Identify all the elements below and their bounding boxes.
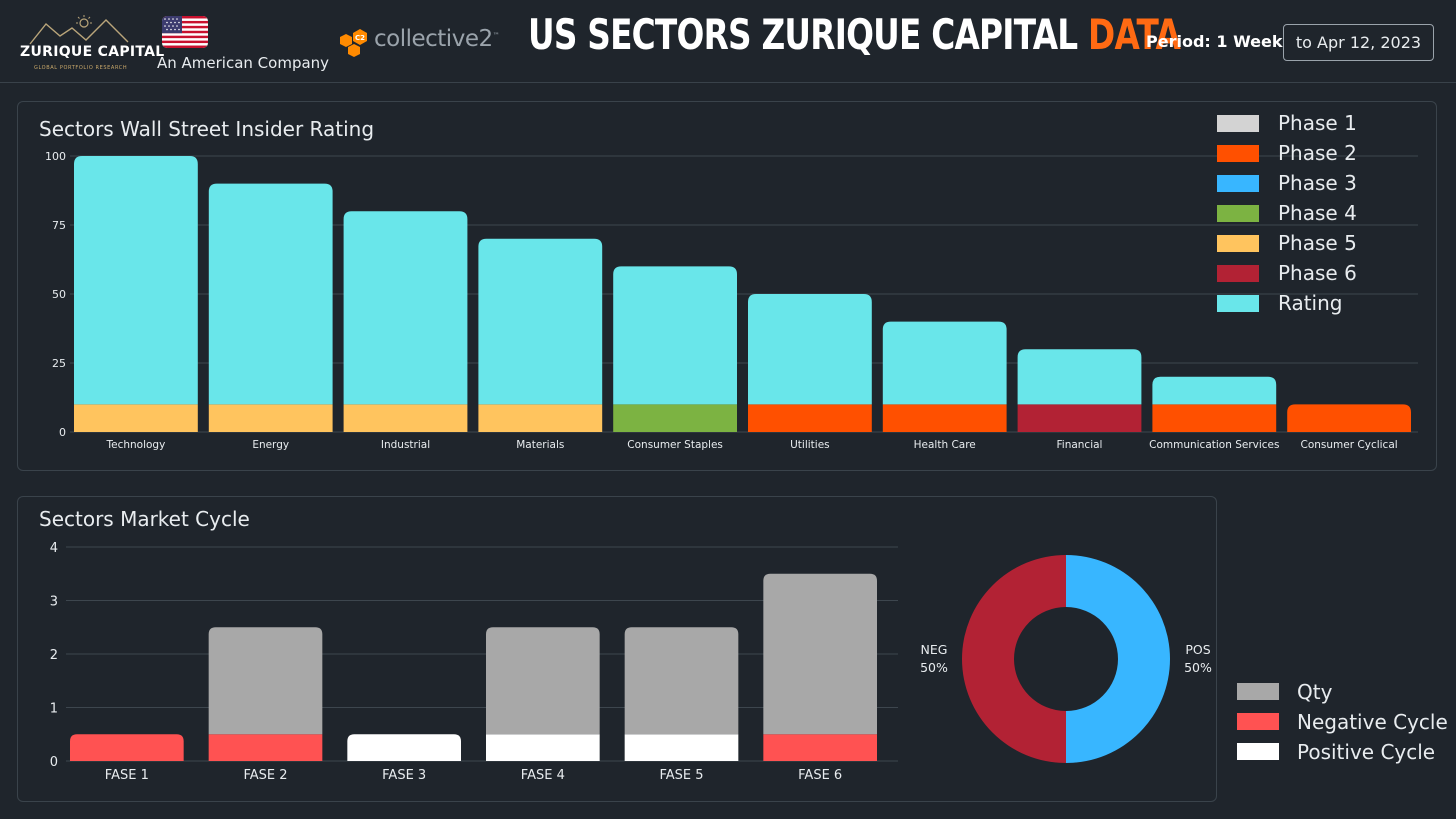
logo-name: ZURIQUE CAPITAL — [20, 44, 165, 60]
market-cycle-panel — [17, 496, 1217, 802]
market-cycle-title: Sectors Market Cycle — [39, 507, 250, 531]
legend-swatch-qty — [1237, 683, 1279, 700]
legend-swatch-negative-cycle — [1237, 713, 1279, 730]
legend-label-negative-cycle: Negative Cycle — [1297, 710, 1448, 734]
logo-tagline: GLOBAL PORTFOLIO RESEARCH — [34, 65, 128, 71]
title-accent: DATA — [1088, 10, 1181, 59]
company-tagline: An American Company — [157, 54, 330, 72]
legend-swatch-positive-cycle — [1237, 743, 1279, 760]
insider-rating-title: Sectors Wall Street Insider Rating — [39, 117, 375, 141]
c2-mark: C2 — [355, 34, 365, 42]
partner-tm: ™ — [492, 31, 500, 40]
legend-label-qty: Qty — [1297, 680, 1333, 704]
title-main: US SECTORS ZURIQUE CAPITAL — [528, 10, 1078, 59]
us-flag-icon — [162, 16, 208, 48]
zurique-capital-logo: ZURIQUE CAPITAL GLOBAL PORTFOLIO RESEARC… — [16, 10, 164, 74]
collective2-name: collective2™ — [374, 26, 500, 52]
period-label: Period: 1 Week — [1146, 32, 1283, 51]
legend-label-positive-cycle: Positive Cycle — [1297, 740, 1435, 764]
collective2-logo: C2 collective2™ — [336, 26, 500, 60]
partner-name: collective2 — [374, 26, 493, 52]
page-title: US SECTORS ZURIQUE CAPITAL DATA — [528, 10, 1181, 59]
date-range-picker[interactable]: to Apr 12, 2023 — [1283, 24, 1434, 61]
c2-hexagon-icon: C2 — [340, 29, 367, 57]
header-bar: ZURIQUE CAPITAL GLOBAL PORTFOLIO RESEARC… — [0, 0, 1456, 83]
insider-rating-panel — [17, 101, 1437, 471]
mountain-sun-icon — [29, 15, 129, 45]
